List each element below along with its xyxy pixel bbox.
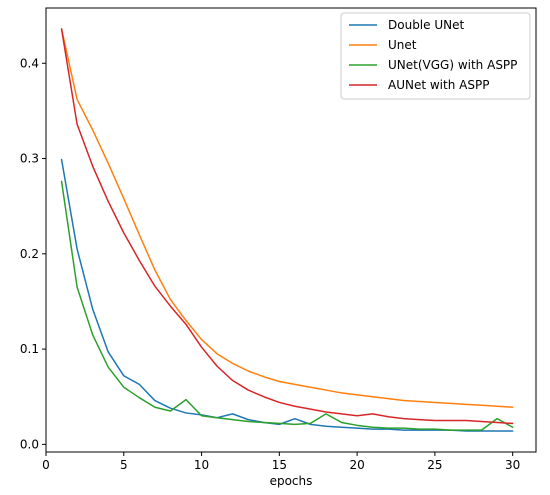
y-tick-label: 0.4	[20, 56, 39, 70]
legend: Double UNet Unet UNet(VGG) with ASPP AUNet …	[340, 12, 531, 100]
x-tick-label: 30	[505, 458, 520, 472]
series-line-4	[60, 28, 514, 425]
y-tick-label: 0.2	[20, 247, 39, 261]
x-tick-label: 0	[42, 458, 50, 472]
y-tick-label: 0.3	[20, 152, 39, 166]
plot-frame	[45, 7, 537, 453]
x-axis-label: epochs	[270, 474, 313, 488]
y-tick-label: 0.0	[20, 437, 39, 451]
series-line-2	[60, 28, 514, 408]
plot-lines	[60, 28, 514, 432]
x-tick-label: 20	[349, 458, 364, 472]
series-line-1	[60, 158, 514, 432]
legend-label: Unet	[388, 38, 417, 52]
x-axis: 0 5 10 15 20 25 30	[42, 452, 520, 472]
y-tick-label: 0.1	[20, 342, 39, 356]
x-tick-label: 15	[272, 458, 287, 472]
x-tick-label: 5	[120, 458, 128, 472]
x-tick-label: 10	[194, 458, 209, 472]
legend-label: AUNet with ASPP	[388, 78, 489, 92]
legend-label: Double UNet	[388, 18, 464, 32]
x-tick-label: 25	[427, 458, 442, 472]
legend-label: UNet(VGG) with ASPP	[388, 58, 517, 72]
series-line-3	[60, 180, 514, 431]
legend-box	[340, 12, 531, 100]
y-axis: 0.0 0.1 0.2 0.3 0.4	[20, 56, 46, 451]
